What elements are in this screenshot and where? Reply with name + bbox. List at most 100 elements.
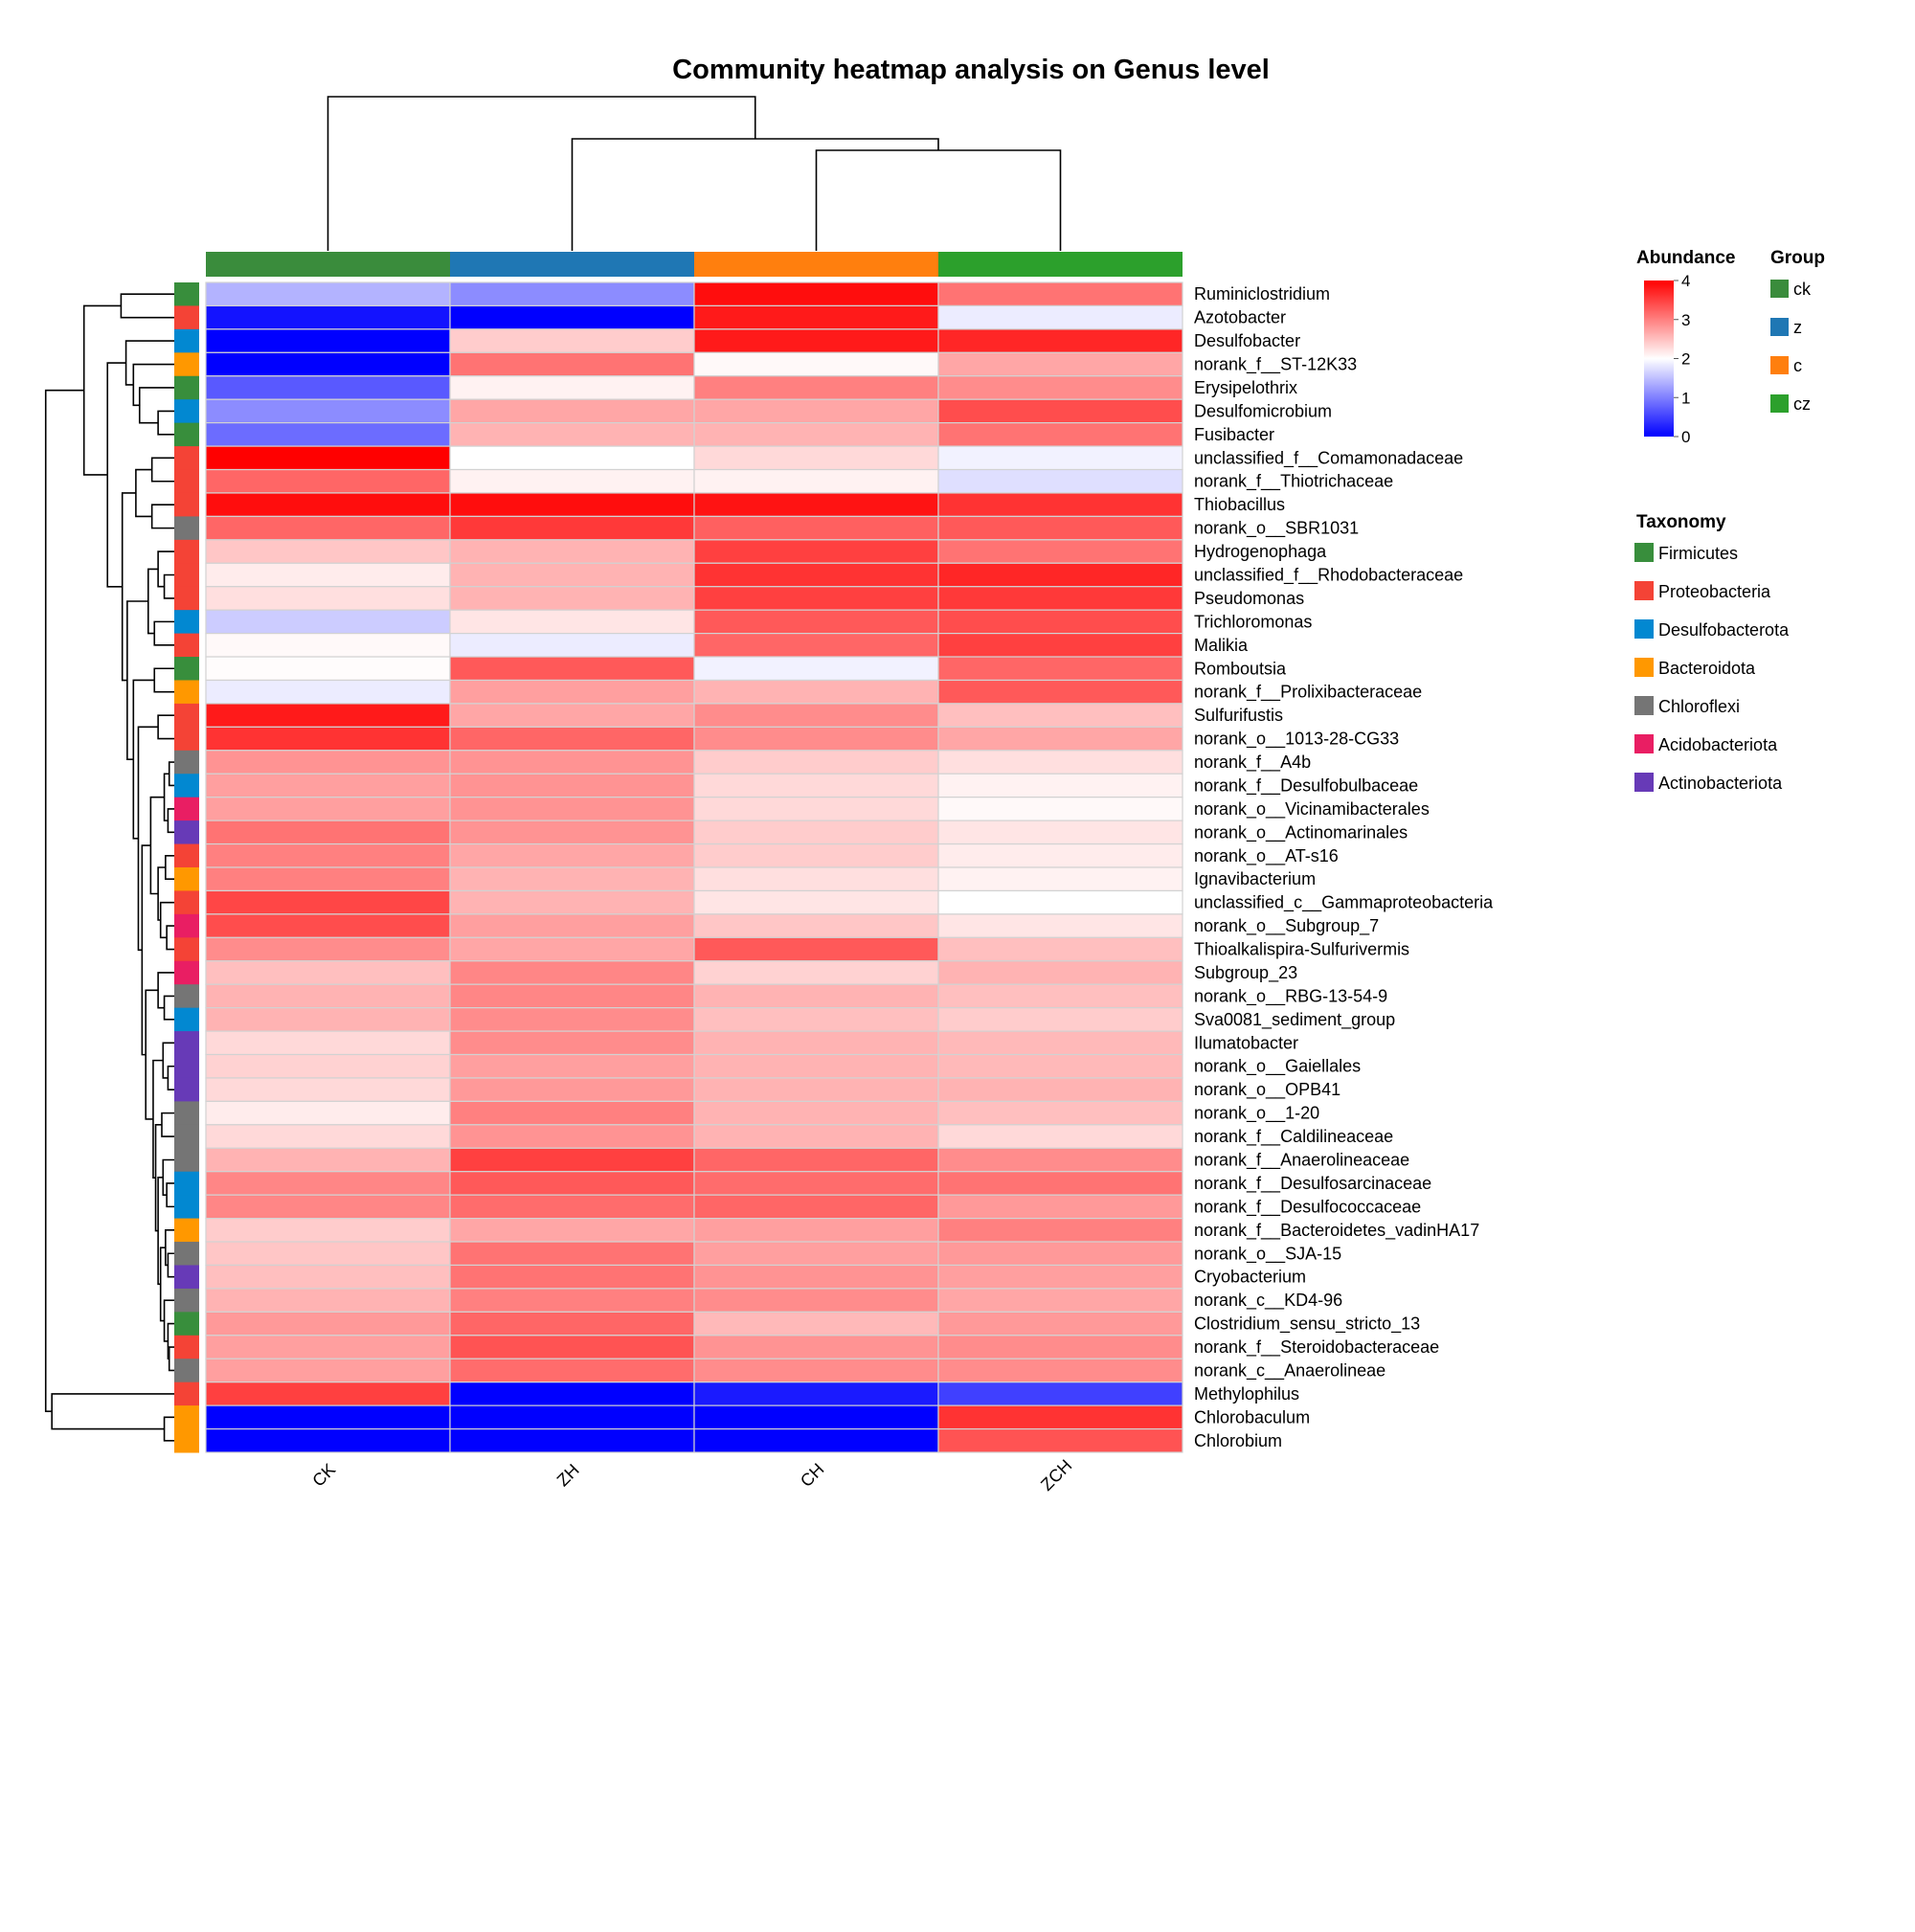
- heatmap-cell: [937, 539, 1183, 564]
- dendrogram-branch: [135, 468, 152, 518]
- heatmap-cell: [449, 492, 695, 518]
- heatmap-cell: [205, 913, 451, 938]
- heatmap-cell: [937, 842, 1183, 868]
- dendrogram-branch: [327, 96, 756, 251]
- heatmap-cell: [693, 866, 939, 892]
- dendrogram-branch: [157, 866, 166, 921]
- heatmap-cell: [449, 1217, 695, 1243]
- taxonomy-cell: [174, 1359, 199, 1383]
- heatmap-cell: [693, 679, 939, 705]
- heatmap-cell: [693, 889, 939, 915]
- heatmap-cell: [693, 351, 939, 377]
- heatmap-cell: [937, 960, 1183, 985]
- heatmap-cell: [205, 1007, 451, 1032]
- row-dendrogram: [44, 293, 174, 1442]
- taxonomy-cell: [174, 1242, 199, 1266]
- taxonomy-cell: [174, 1312, 199, 1337]
- row-label: norank_f__A4b: [1194, 753, 1311, 773]
- heatmap-cell: [693, 960, 939, 985]
- heatmap-cell: [205, 1311, 451, 1337]
- group-legend-swatch: [1770, 356, 1789, 374]
- heatmap-cell: [205, 445, 451, 471]
- heatmap-cell: [205, 351, 451, 377]
- heatmap-cell: [449, 1124, 695, 1149]
- taxonomy-cell: [174, 774, 199, 798]
- row-label: norank_o__OPB41: [1194, 1080, 1340, 1100]
- group-legend-title: Group: [1770, 248, 1825, 268]
- heatmap-cell: [937, 1077, 1183, 1102]
- taxonomy-cell: [174, 328, 199, 353]
- heatmap-cell: [205, 1404, 451, 1430]
- taxonomy-cell: [174, 305, 199, 330]
- heatmap-cell: [937, 609, 1183, 635]
- colorbar-tick-label: 0: [1681, 428, 1690, 446]
- heatmap-cell: [449, 889, 695, 915]
- taxonomy-legend-label: Chloroflexi: [1658, 697, 1740, 716]
- heatmap-cell: [449, 445, 695, 471]
- taxonomy-legend-label: Desulfobacterota: [1658, 620, 1790, 640]
- dendrogram-branch: [165, 1229, 174, 1267]
- heatmap-cell: [449, 1288, 695, 1313]
- heatmap-cell: [693, 842, 939, 868]
- heatmap-cell: [937, 773, 1183, 798]
- heatmap-cell: [205, 820, 451, 845]
- heatmap-cell: [449, 1077, 695, 1102]
- dendrogram-branch: [121, 492, 136, 682]
- taxonomy-cell: [174, 399, 199, 424]
- column-dendrogram: [327, 96, 1062, 251]
- row-label: Sulfurifustis: [1194, 706, 1283, 725]
- heatmap-cell: [937, 1171, 1183, 1196]
- taxonomy-cell: [174, 563, 199, 588]
- heatmap-cell: [693, 422, 939, 447]
- dendrogram-branch: [157, 714, 174, 740]
- heatmap-cell: [937, 703, 1183, 728]
- taxonomy-cell: [174, 1265, 199, 1290]
- heatmap-cell: [449, 1311, 695, 1337]
- heatmap-cell: [449, 328, 695, 353]
- row-label: Methylophilus: [1194, 1384, 1299, 1404]
- group-cell: [694, 252, 938, 277]
- taxonomy-legend-swatch: [1634, 581, 1654, 600]
- group-legend-swatch: [1770, 280, 1789, 298]
- heatmap-cell: [937, 632, 1183, 658]
- heatmap-cell: [693, 1427, 939, 1453]
- heatmap-cell: [693, 1147, 939, 1173]
- heatmap-cell: [937, 1241, 1183, 1267]
- row-label: Pseudomonas: [1194, 589, 1304, 608]
- heatmap-cell: [937, 1382, 1183, 1406]
- dendrogram-branch: [157, 972, 174, 1009]
- heatmap-cell: [693, 726, 939, 752]
- heatmap-cell: [205, 750, 451, 775]
- heatmap-cell: [693, 632, 939, 658]
- heatmap-cell: [449, 562, 695, 588]
- heatmap-cell: [205, 1124, 451, 1149]
- heatmap-cell: [937, 281, 1183, 307]
- dendrogram-branch: [163, 1299, 174, 1342]
- dendrogram-branch: [168, 761, 174, 787]
- heatmap-cell: [449, 1335, 695, 1359]
- row-label: unclassified_f__Comamonadaceae: [1194, 448, 1463, 468]
- taxonomy-cell: [174, 492, 199, 517]
- heatmap-cell: [693, 1053, 939, 1079]
- taxonomy-cell: [174, 1195, 199, 1220]
- heatmap-cell: [205, 1241, 451, 1267]
- heatmap-cell: [205, 889, 451, 915]
- dendrogram-branch: [163, 1416, 174, 1442]
- taxonomy-cell: [174, 890, 199, 915]
- heatmap-cell: [937, 726, 1183, 752]
- heatmap-cell: [205, 422, 451, 447]
- heatmap-cell: [449, 1404, 695, 1430]
- column-label: CK: [308, 1460, 339, 1491]
- heatmap-cell: [937, 515, 1183, 541]
- heatmap-cell: [693, 1335, 939, 1359]
- row-label: unclassified_c__Gammaproteobacteria: [1194, 893, 1494, 913]
- heatmap-cell: [449, 913, 695, 938]
- heatmap-cell: [937, 304, 1183, 330]
- heatmap-cell: [937, 468, 1183, 494]
- dendrogram-branch: [167, 1252, 174, 1278]
- heatmap-cell: [693, 1288, 939, 1313]
- heatmap-cell: [937, 1358, 1183, 1383]
- heatmap-cell: [449, 515, 695, 541]
- heatmap-cell: [937, 1124, 1183, 1149]
- heatmap-cell: [205, 328, 451, 353]
